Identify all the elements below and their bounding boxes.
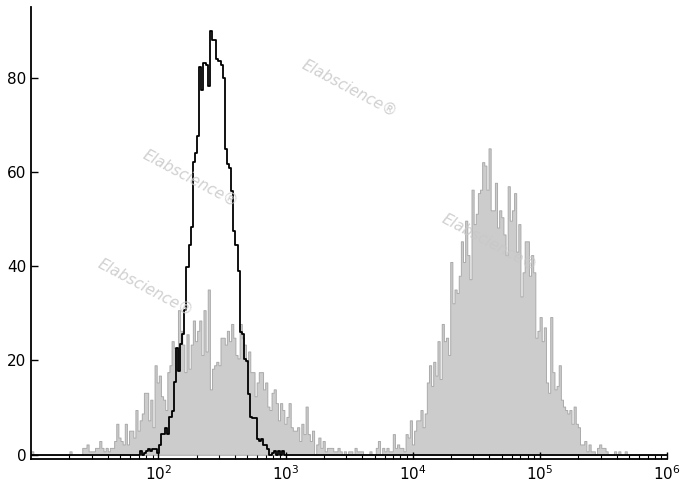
Text: Elabscience®: Elabscience® xyxy=(96,256,196,319)
Text: Elabscience®: Elabscience® xyxy=(140,147,240,210)
Text: Elabscience®: Elabscience® xyxy=(299,57,399,120)
Text: Elabscience®: Elabscience® xyxy=(439,211,539,273)
